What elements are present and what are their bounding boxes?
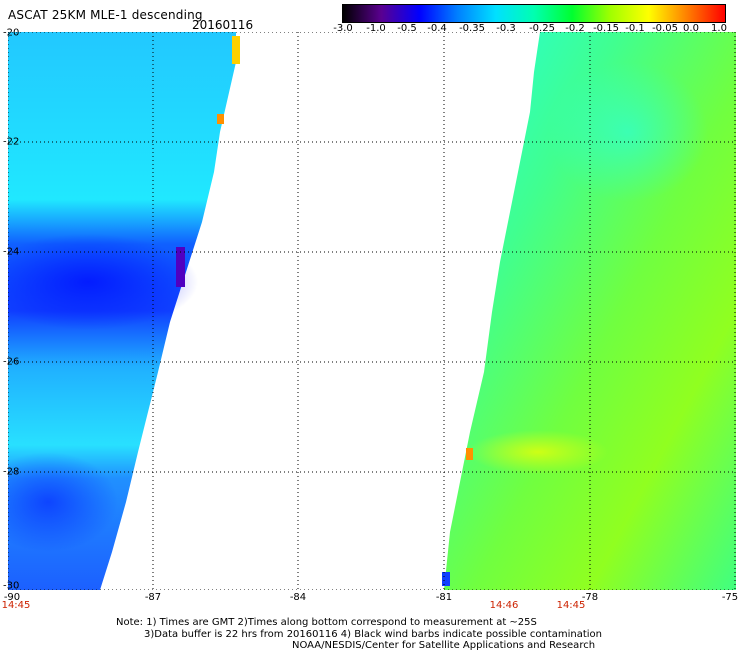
map-plot (8, 32, 736, 590)
note-line: NOAA/NESDIS/Center for Satellite Applica… (292, 640, 596, 651)
time-label: 14:45 (1, 600, 31, 611)
data-cell (466, 448, 473, 460)
data-cell (442, 572, 450, 586)
colorbar-label: 1.0 (711, 23, 727, 34)
colorbar-labels: -3.0 -1.0 -0.5 -0.4 -0.35 -0.3 -0.25 -0.… (0, 23, 740, 35)
data-cell (217, 114, 224, 124)
colorbar-label: -0.05 (652, 23, 678, 34)
colorbar-label: -1.0 (366, 23, 386, 34)
lat-label: -30 (3, 580, 20, 592)
time-label: 14:45 (556, 600, 586, 611)
lon-label: -87 (144, 592, 162, 603)
note-line: Note: 1) Times are GMT 2)Times along bot… (116, 617, 537, 628)
lat-label: -24 (3, 246, 20, 258)
lon-label: -75 (721, 592, 739, 603)
low-value-region (8, 452, 118, 552)
time-label: 14:46 (489, 600, 519, 611)
colorbar-label: -0.25 (529, 23, 555, 34)
data-cell (176, 247, 185, 287)
lon-label: -81 (435, 592, 453, 603)
colorbar-label: -0.2 (565, 23, 585, 34)
colorbar-label: -0.3 (496, 23, 516, 34)
lat-label: -26 (3, 356, 20, 368)
lon-label: -78 (581, 592, 599, 603)
colorbar-label: -0.4 (427, 23, 447, 34)
map-date: 20160116 (192, 18, 254, 32)
cyan-region (548, 62, 708, 202)
lon-label: -90 (3, 592, 21, 603)
grid (8, 32, 736, 590)
note-line: 3)Data buffer is 22 hrs from 20160116 4)… (144, 629, 602, 640)
high-value-region (468, 430, 608, 474)
lat-label: -20 (3, 27, 20, 39)
map-title: ASCAT 25KM MLE-1 descending (8, 8, 203, 22)
colorbar (342, 4, 726, 23)
lat-label: -28 (3, 466, 20, 478)
lon-label: -84 (289, 592, 307, 603)
low-value-region (8, 234, 198, 330)
lat-label: -22 (3, 136, 20, 148)
colorbar-label: -0.15 (593, 23, 619, 34)
colorbar-label: -0.5 (397, 23, 417, 34)
colorbar-label: -0.35 (459, 23, 485, 34)
data-cell (232, 36, 240, 64)
colorbar-label: -3.0 (333, 23, 353, 34)
colorbar-label: 0.0 (683, 23, 699, 34)
colorbar-label: -0.1 (625, 23, 645, 34)
